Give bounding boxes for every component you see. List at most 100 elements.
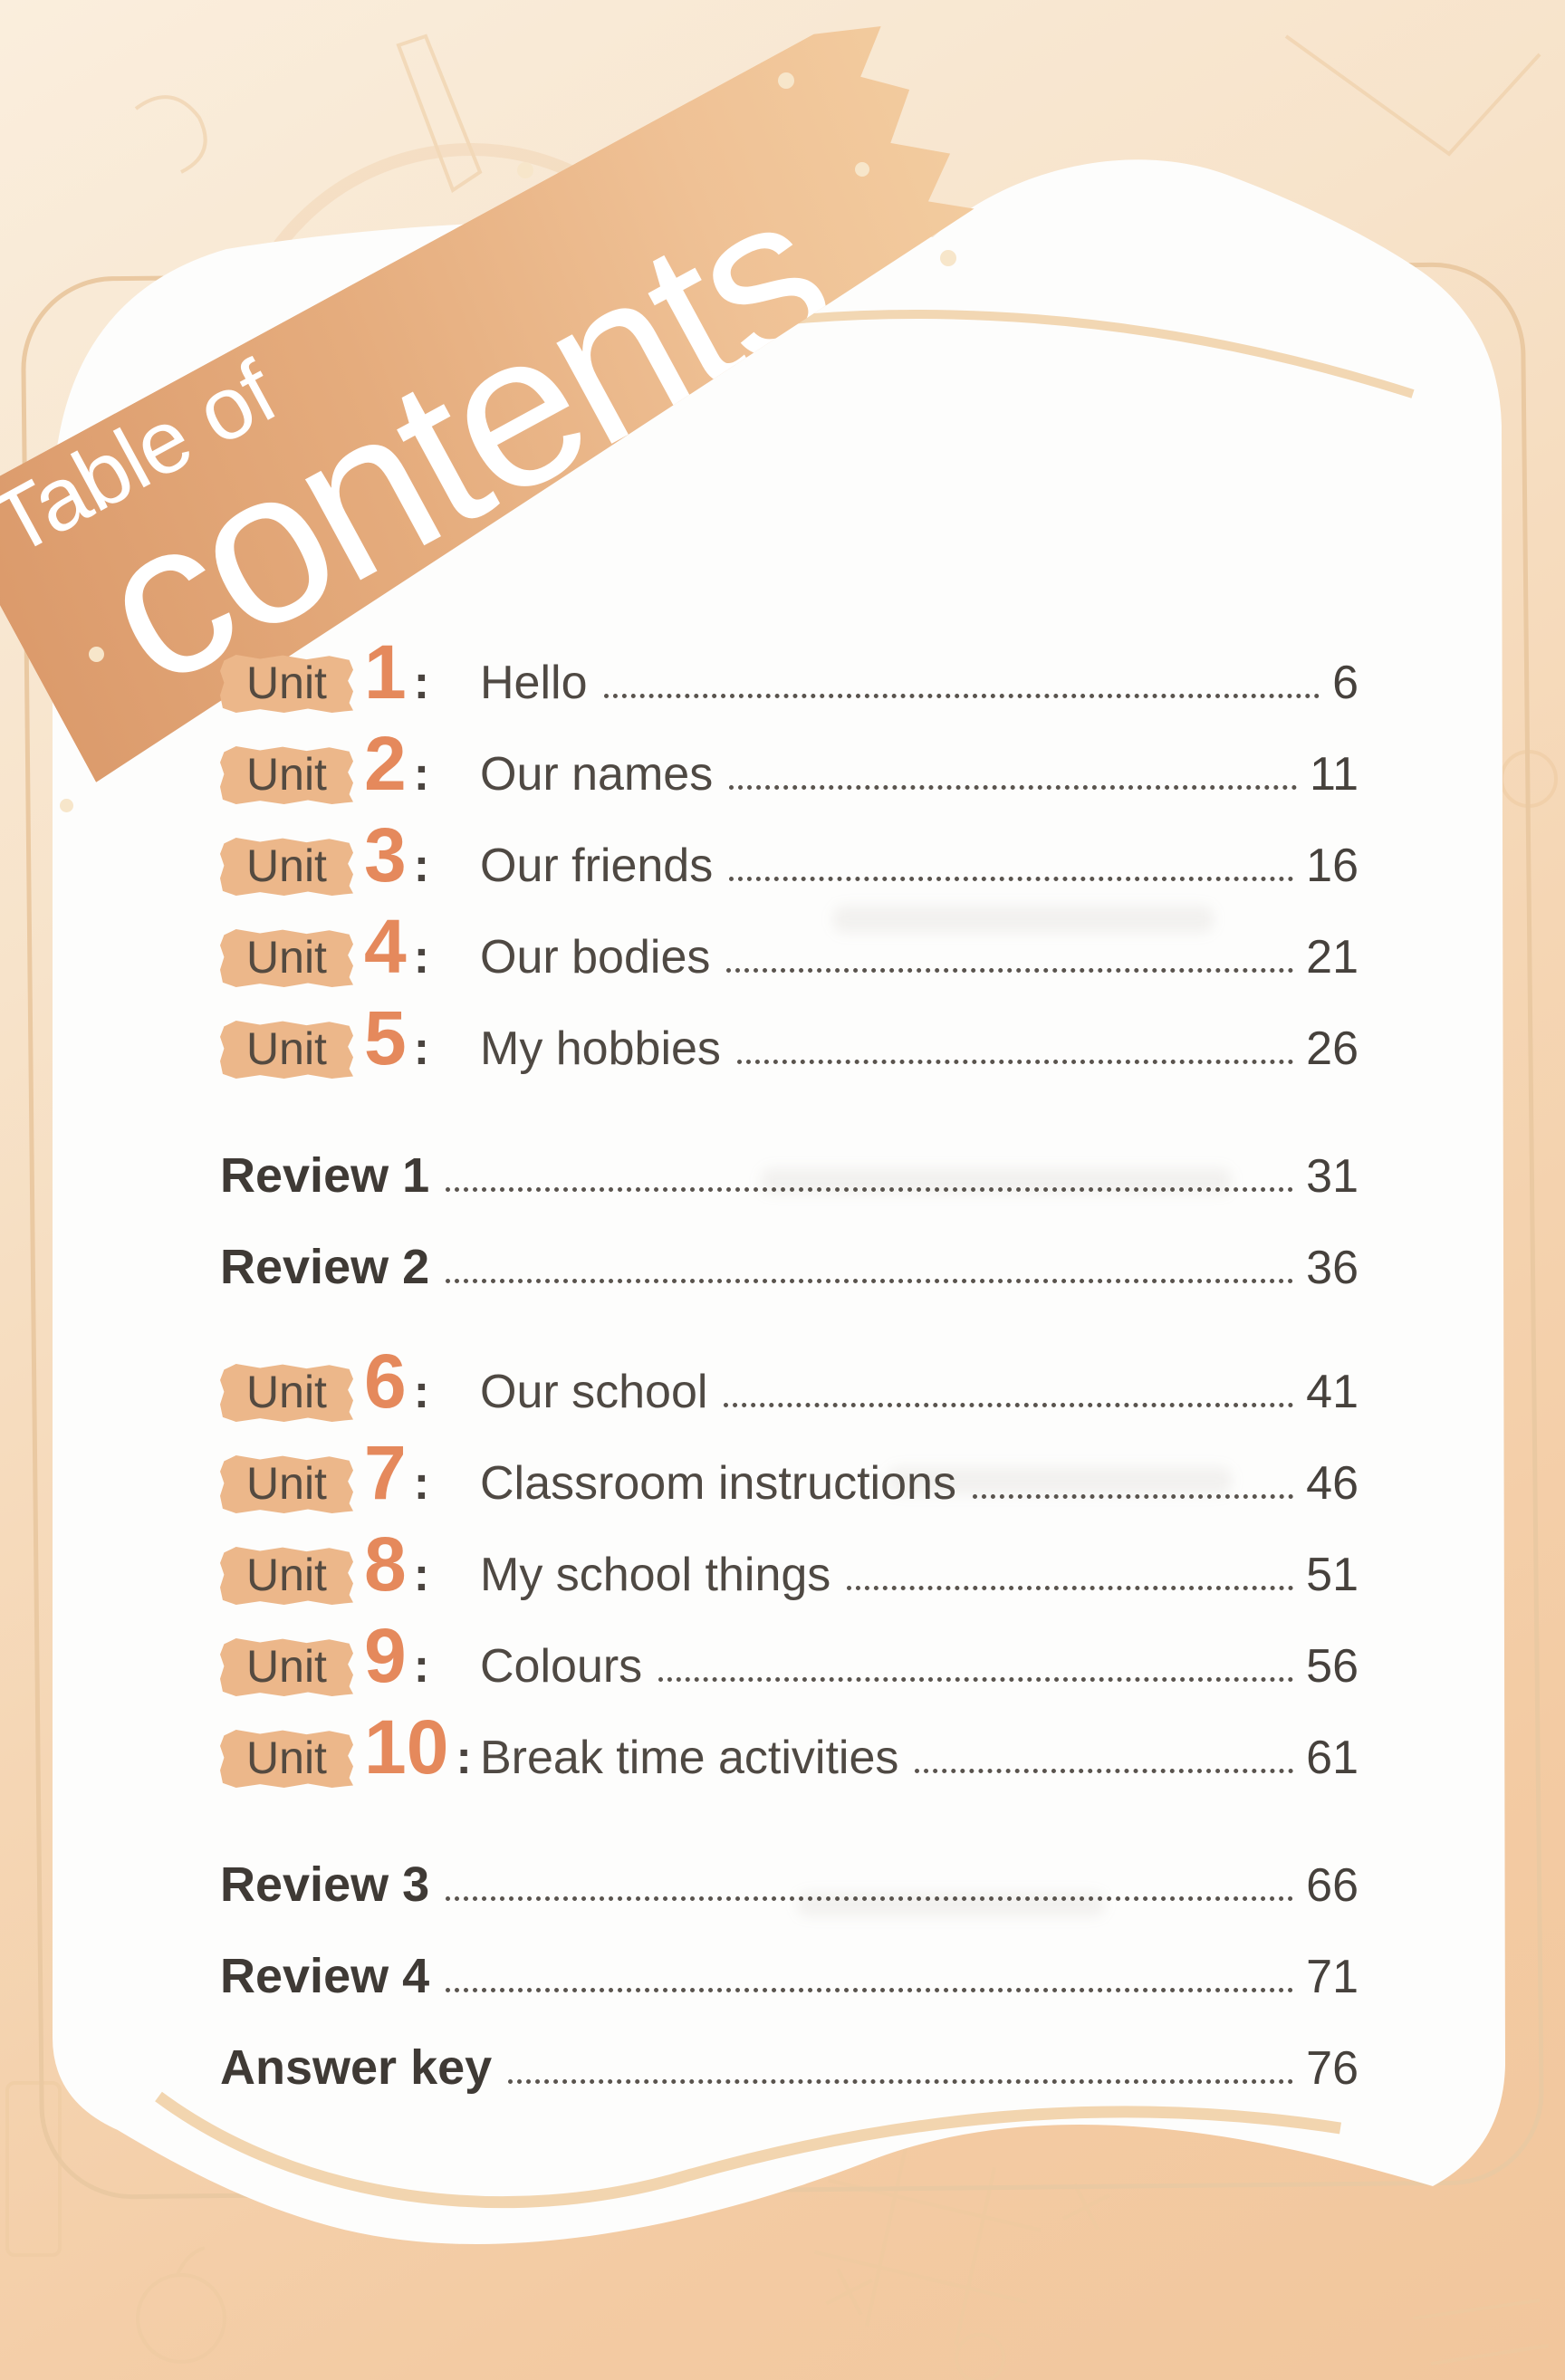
page-number: 61 bbox=[1306, 1732, 1359, 1784]
sparkle-dot bbox=[778, 72, 794, 89]
unit-colon: : bbox=[413, 1366, 430, 1418]
page-number: 11 bbox=[1310, 748, 1359, 801]
sparkle-dot bbox=[517, 162, 533, 178]
unit-colon: : bbox=[413, 1022, 430, 1075]
toc-row-unit: Unit 9: Colours 56 bbox=[220, 1616, 1359, 1707]
unit-title: Hello bbox=[480, 657, 588, 709]
unit-number: 6 bbox=[364, 1339, 407, 1424]
page-number: 21 bbox=[1306, 931, 1359, 984]
unit-label-group: Unit 5: bbox=[220, 1000, 480, 1079]
bleedthrough-artifact bbox=[833, 906, 1214, 933]
card-shape bbox=[53, 159, 1505, 2245]
unit-title: Our school bbox=[480, 1366, 708, 1418]
unit-badge: Unit bbox=[220, 1455, 353, 1513]
toc-row-unit: Unit 4: Our bodies 21 bbox=[220, 907, 1359, 998]
apple-doodle bbox=[136, 2273, 226, 2364]
dotted-leader bbox=[446, 1187, 1294, 1192]
unit-badge: Unit bbox=[220, 1730, 353, 1788]
unit-number: 8 bbox=[364, 1521, 407, 1607]
toc-row-section: Answer key 76 bbox=[220, 2016, 1359, 2107]
unit-label-group: Unit 6: bbox=[220, 1343, 480, 1422]
unit-badge: Unit bbox=[220, 838, 353, 896]
unit-badge: Unit bbox=[220, 746, 353, 804]
toc-row-unit: Unit 3: Our friends 16 bbox=[220, 815, 1359, 907]
dotted-leader bbox=[729, 785, 1298, 790]
dotted-leader bbox=[446, 1279, 1294, 1283]
toc-row-section: Review 4 71 bbox=[220, 1924, 1359, 2016]
toc-row-unit: Unit 8: My school things 51 bbox=[220, 1524, 1359, 1616]
page-number: 71 bbox=[1306, 1951, 1359, 2003]
dotted-leader bbox=[972, 1494, 1294, 1499]
unit-title: My hobbies bbox=[480, 1022, 721, 1075]
dotted-leader bbox=[724, 1403, 1294, 1407]
dotted-leader bbox=[915, 1769, 1294, 1773]
unit-number: 9 bbox=[364, 1613, 407, 1698]
bleedthrough-artifact bbox=[888, 1467, 1232, 1494]
section-title: Review 3 bbox=[220, 1857, 430, 1912]
dotted-leader bbox=[603, 694, 1320, 698]
toc-row-section: Review 3 66 bbox=[220, 1833, 1359, 1924]
unit-label-group: Unit 10: bbox=[220, 1709, 480, 1788]
toc-row-unit: Unit 2: Our names 11 bbox=[220, 724, 1359, 815]
dotted-leader bbox=[729, 877, 1294, 881]
unit-label-group: Unit 4: bbox=[220, 908, 480, 987]
toc-row-unit: Unit 5: My hobbies 26 bbox=[220, 998, 1359, 1089]
dotted-leader bbox=[847, 1586, 1294, 1590]
unit-colon: : bbox=[413, 1457, 430, 1510]
unit-title: Our bodies bbox=[480, 931, 711, 984]
unit-number: 7 bbox=[364, 1430, 407, 1515]
section-title: Review 2 bbox=[220, 1240, 430, 1294]
page-number: 16 bbox=[1306, 840, 1359, 892]
unit-label-group: Unit 9: bbox=[220, 1617, 480, 1696]
unit-number: 2 bbox=[364, 721, 407, 806]
page-number: 66 bbox=[1306, 1859, 1359, 1912]
page-number: 76 bbox=[1306, 2042, 1359, 2095]
section-title: Review 4 bbox=[220, 1949, 430, 2003]
envelope-doodle bbox=[1284, 34, 1541, 157]
unit-title: Our friends bbox=[480, 840, 714, 892]
unit-badge: Unit bbox=[220, 929, 353, 987]
unit-number: 10 bbox=[364, 1704, 449, 1790]
unit-colon: : bbox=[413, 1640, 430, 1693]
unit-number: 3 bbox=[364, 812, 407, 897]
page-number: 6 bbox=[1332, 657, 1359, 709]
dotted-leader bbox=[658, 1677, 1294, 1682]
section-title: Review 1 bbox=[220, 1148, 430, 1203]
unit-title: My school things bbox=[480, 1549, 831, 1601]
unit-colon: : bbox=[413, 840, 430, 892]
toc-row-unit: Unit 7: Classroom instructions 46 bbox=[220, 1433, 1359, 1524]
toc-row-section: Review 1 31 bbox=[220, 1124, 1359, 1215]
dotted-leader bbox=[446, 1988, 1294, 1992]
dotted-leader bbox=[726, 968, 1294, 973]
unit-title: Classroom instructions bbox=[480, 1457, 956, 1510]
unit-number: 4 bbox=[364, 904, 407, 989]
sparkle-dot bbox=[855, 162, 869, 177]
page-number: 56 bbox=[1306, 1640, 1359, 1693]
sparkle-dot bbox=[89, 647, 104, 662]
page-number: 46 bbox=[1306, 1457, 1359, 1510]
sparkle-dot bbox=[940, 250, 956, 266]
unit-label-group: Unit 1: bbox=[220, 634, 480, 713]
toc-list: Unit 1: Hello 6 Unit 2: Our names 11 Unit 3: Our f… bbox=[220, 632, 1359, 2107]
page-number: 31 bbox=[1306, 1150, 1359, 1203]
unit-title: Break time activities bbox=[480, 1732, 899, 1784]
unit-number: 1 bbox=[364, 629, 407, 715]
page-number: 51 bbox=[1306, 1549, 1359, 1601]
sparkle-dot bbox=[60, 799, 73, 812]
dotted-leader bbox=[736, 1060, 1294, 1064]
unit-colon: : bbox=[413, 748, 430, 801]
unit-label-group: Unit 3: bbox=[220, 817, 480, 896]
page-number: 26 bbox=[1306, 1022, 1359, 1075]
unit-title: Colours bbox=[480, 1640, 643, 1693]
toc-row-section: Review 2 36 bbox=[220, 1215, 1359, 1307]
toc-row-unit: Unit 10: Break time activities 61 bbox=[220, 1707, 1359, 1799]
unit-label-group: Unit 2: bbox=[220, 725, 480, 804]
unit-colon: : bbox=[413, 931, 430, 984]
unit-badge: Unit bbox=[220, 1638, 353, 1696]
unit-badge: Unit bbox=[220, 1364, 353, 1422]
pencil-doodle bbox=[396, 34, 483, 194]
bottom-stripe bbox=[155, 2091, 1341, 2209]
unit-badge: Unit bbox=[220, 655, 353, 713]
tic-tac-toe-doodle bbox=[813, 2147, 1110, 2380]
unit-label-group: Unit 7: bbox=[220, 1435, 480, 1513]
